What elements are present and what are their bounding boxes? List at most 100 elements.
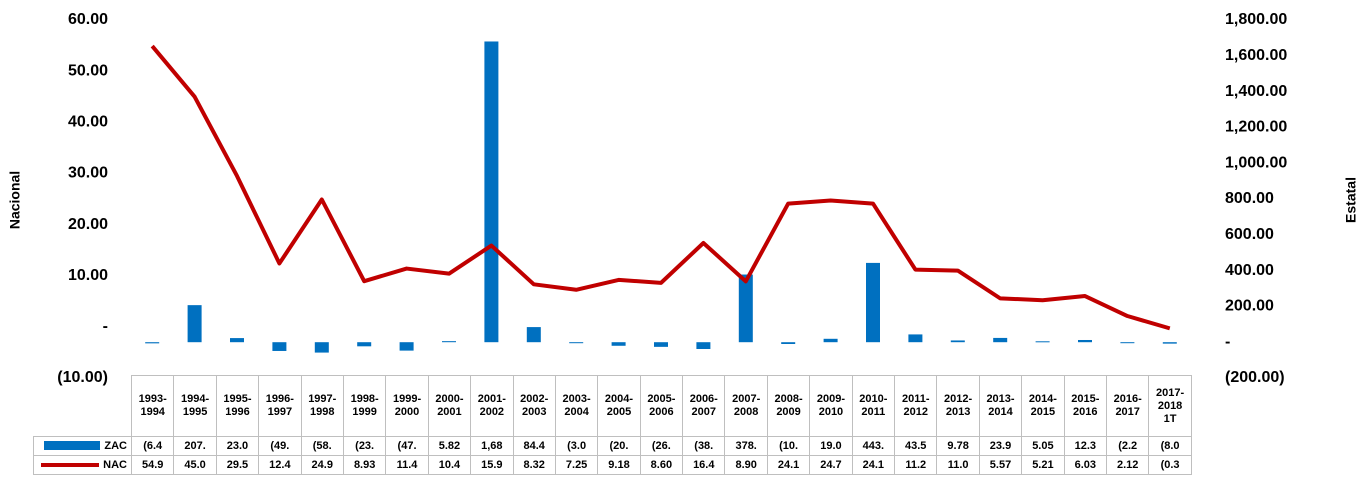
value-cell: 8.60 [639, 455, 684, 475]
category-label: 2011- 2012 [894, 375, 938, 437]
category-label: 2003- 2004 [554, 375, 599, 437]
y2-axis-title: Estatal [1343, 177, 1359, 223]
table-row: ZAC (6.4 207. 23.0 (49. (58. (23. (47. 5.82 1,68 8… [33, 436, 1192, 456]
category-label: 2001- 2002 [470, 375, 514, 437]
y2-tick-label: 1,800.00 [1225, 11, 1287, 28]
value-cell: (0.3 [1148, 455, 1192, 475]
category-label: 2004- 2005 [597, 375, 641, 437]
value-cell: 23.0 [215, 436, 260, 456]
value-cell: 5.82 [427, 436, 472, 456]
bar [823, 338, 838, 343]
legend-line [41, 462, 100, 467]
bar [230, 338, 244, 343]
bar [611, 342, 626, 346]
legend-cell: NAC [33, 455, 132, 475]
value-cell: (38. [682, 436, 726, 456]
bar [145, 342, 160, 344]
category-label: 1995- 1996 [215, 375, 260, 437]
table-corner [33, 375, 132, 437]
value-cell: 16.4 [682, 455, 726, 475]
category-label: 2002- 2003 [512, 375, 556, 437]
value-cell: 43.5 [894, 436, 938, 456]
value-cell: 11.2 [894, 455, 938, 475]
value-cell: 12.3 [1063, 436, 1107, 456]
bar [357, 342, 372, 347]
y2-tick-label: - [1225, 333, 1230, 350]
value-cell: (23. [342, 436, 387, 456]
value-cell: 378. [724, 436, 768, 456]
value-cell: 24.1 [766, 455, 811, 475]
value-cell: 15.9 [470, 455, 514, 475]
y2-tick-label: 200.00 [1225, 298, 1274, 315]
category-label: 1993- 1994 [130, 375, 175, 437]
value-cell: 8.90 [724, 455, 768, 475]
legend-label: NAC [103, 458, 127, 471]
category-label: 2014- 2015 [1021, 375, 1065, 437]
bar [1120, 342, 1135, 344]
category-label: 2000- 2001 [427, 375, 472, 437]
y-tick-label: 50.00 [68, 62, 108, 79]
value-cell: (26. [639, 436, 684, 456]
value-cell: 7.25 [554, 455, 599, 475]
y2-tick-label: 1,000.00 [1225, 154, 1287, 171]
line [150, 44, 1171, 331]
value-cell: (20. [597, 436, 641, 456]
data-table: 1993- 1994 1994- 1995 1995- 1996 1996- 1997… [33, 375, 1192, 475]
value-cell: 10.4 [427, 455, 472, 475]
category-label: 2007- 2008 [724, 375, 768, 437]
bar [950, 340, 965, 343]
bar [187, 305, 202, 343]
value-cell: (10. [766, 436, 811, 456]
y2-tick-label: 1,200.00 [1225, 119, 1287, 136]
bar [272, 342, 287, 351]
table-row: NAC 54.9 45.0 29.5 12.4 24.9 8.93 11.4 10.4 15.9 8… [33, 455, 1192, 475]
value-cell: 5.57 [978, 455, 1023, 475]
bar [569, 342, 584, 344]
value-cell: 45.0 [173, 455, 217, 475]
value-cell: 54.9 [130, 455, 175, 475]
category-label: 2013- 2014 [978, 375, 1023, 437]
y-tick-label: 40.00 [68, 114, 108, 131]
value-cell: 9.18 [597, 455, 641, 475]
category-label: 2009- 2010 [809, 375, 853, 437]
value-cell: (2.2 [1105, 436, 1150, 456]
value-cell: 443. [851, 436, 896, 456]
category-label: 2017- 2018 1T [1148, 375, 1192, 437]
value-cell: (6.4 [130, 436, 175, 456]
value-cell: 84.4 [512, 436, 556, 456]
legend-cell: ZAC [33, 436, 132, 456]
y2-tick-label: 600.00 [1225, 226, 1274, 243]
value-cell: 2.12 [1105, 455, 1150, 475]
bar [484, 41, 499, 343]
category-label: 1997- 1998 [300, 375, 344, 437]
y-tick-label: 20.00 [68, 216, 108, 233]
category-label: 1998- 1999 [342, 375, 387, 437]
category-label: 1999- 2000 [385, 375, 429, 437]
y2-tick-label: 1,400.00 [1225, 83, 1287, 100]
value-cell: 23.9 [978, 436, 1023, 456]
category-label: 2006- 2007 [682, 375, 726, 437]
value-cell: (47. [385, 436, 429, 456]
category-label: 1994- 1995 [173, 375, 217, 437]
value-cell: (49. [258, 436, 302, 456]
table-header-row: 1993- 1994 1994- 1995 1995- 1996 1996- 1997… [33, 375, 1192, 437]
category-label: 2010- 2011 [851, 375, 896, 437]
value-cell: 207. [173, 436, 217, 456]
value-cell: 24.1 [851, 455, 896, 475]
category-label: 2015- 2016 [1063, 375, 1107, 437]
category-label: 2008- 2009 [766, 375, 811, 437]
value-cell: 11.4 [385, 455, 429, 475]
bar [1035, 341, 1050, 343]
value-cell: 8.32 [512, 455, 556, 475]
y2-tick-label: 400.00 [1225, 262, 1274, 279]
value-cell: 29.5 [215, 455, 260, 475]
y-axis-title: Nacional [7, 171, 23, 229]
category-label: 2005- 2006 [639, 375, 684, 437]
y-tick-label: 10.00 [68, 267, 108, 284]
y-tick-label: 30.00 [68, 165, 108, 182]
bar [526, 327, 541, 343]
bar [738, 274, 753, 343]
bar [696, 342, 711, 350]
category-label: 1996- 1997 [258, 375, 302, 437]
